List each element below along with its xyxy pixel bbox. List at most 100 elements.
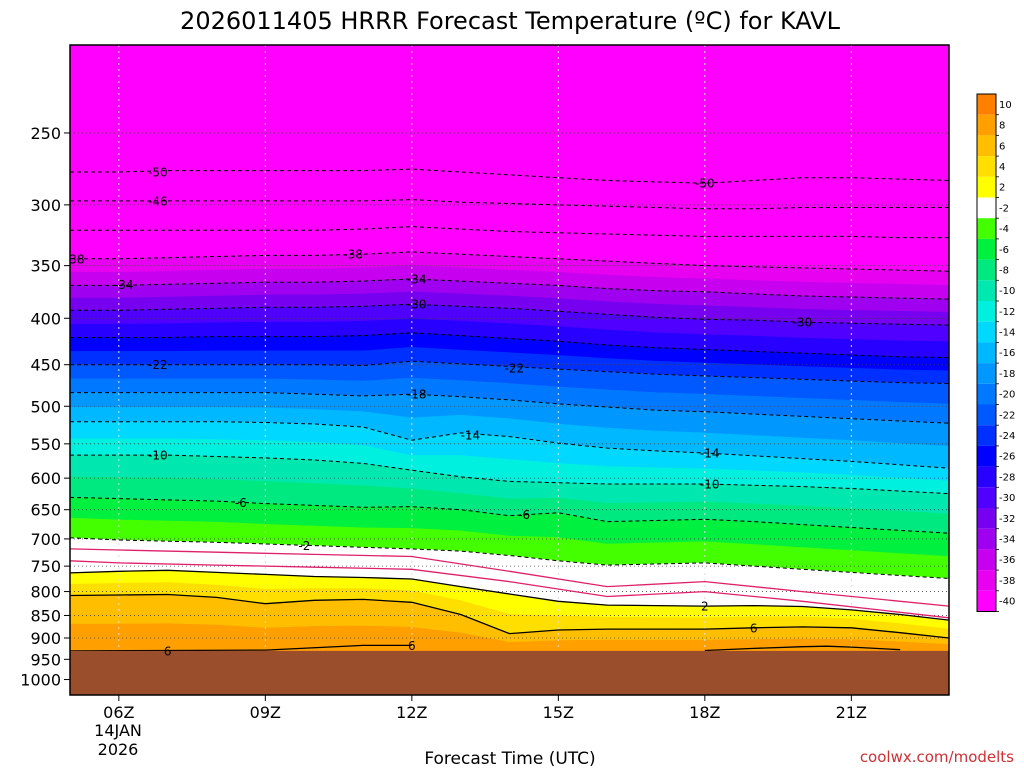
y-tick-label: 950 [30, 650, 61, 669]
isotherm-label-text: 2 [701, 600, 709, 614]
isotherm-line-positive [70, 644, 412, 652]
isotherm-label: -34 [407, 272, 427, 286]
colorbar-swatch [977, 342, 996, 364]
isotherm-label: -22 [505, 362, 525, 376]
colorbar-swatch [977, 466, 996, 488]
colorbar-swatch [977, 549, 996, 571]
y-tick-label: 350 [30, 257, 61, 276]
colorbar-swatch [977, 114, 996, 136]
colorbar-swatch [977, 383, 996, 405]
colorbar-swatch [977, 238, 996, 260]
y-tick-label: 800 [30, 583, 61, 602]
isotherm-label: -14 [700, 447, 720, 461]
x-tick-label: 18Z [689, 703, 720, 722]
colorbar-swatch [977, 218, 996, 239]
isotherm-label: -34 [114, 278, 134, 292]
plot-area: -50-50-46-38 -38-34 -34-30-30-22 -22-18-14-… [70, 45, 949, 695]
isotherm-label: -2 [298, 539, 310, 553]
colorbar-swatch [977, 363, 996, 384]
colorbar-swatch [977, 570, 996, 591]
y-tick-label: 700 [30, 530, 61, 549]
isotherm-label: -18 [407, 388, 427, 402]
isotherm-line-positive [70, 569, 949, 621]
isotherm-labels: -50-50-46-38 -38-34 -34-30-30-22 -22-18-14-… [70, 166, 813, 659]
isotherm-label: -6 [518, 508, 530, 522]
colorbar-swatch [977, 445, 996, 467]
colorbar-swatch [977, 135, 996, 157]
isotherm-label-text: -6 [235, 496, 247, 510]
x-tick-label: 15Z [543, 703, 574, 722]
isotherm-label: -46 [148, 194, 168, 208]
isotherm-label: -50 [148, 166, 168, 180]
colorbar-label: -18 [999, 369, 1015, 380]
x-tick-label: 06Z [103, 703, 134, 722]
colorbar-label: -30 [999, 493, 1015, 504]
isotherm-label: -38 [70, 252, 85, 266]
colorbar-label: -36 [999, 555, 1015, 566]
y-tick-label: 450 [30, 356, 61, 375]
colorbar-swatch [977, 508, 996, 529]
isotherm-label-text: -30 [793, 316, 813, 330]
isotherm-lines [70, 168, 949, 652]
isotherm-label-text: -22 [148, 358, 168, 372]
colorbar-frame [976, 93, 997, 612]
colorbar-label: 6 [999, 141, 1005, 152]
isotherm-label-text: -50 [148, 166, 168, 180]
colorbar-label: -16 [999, 348, 1015, 359]
isotherm-label: 6 [408, 639, 416, 653]
colorbar-label: 2 [999, 183, 1005, 194]
colorbar-legend: 10 8 6 4 2 -2 -4 -6 -8 -10 -12 -14 -16 -18 -20 -22 -24 -2… [976, 93, 1015, 612]
colorbar-label: 4 [999, 162, 1005, 173]
credit-link[interactable]: coolwx.com/modelts [860, 748, 1014, 766]
y-tick-label: 600 [30, 469, 61, 488]
colorbar-label: -28 [999, 472, 1015, 483]
y-axis: 250 300 350 400 450 500 550 600 650 700 750 800 850 9… [20, 124, 70, 690]
colorbar-swatch [977, 301, 996, 322]
y-tick-label: 900 [30, 629, 61, 648]
colorbar-swatch [977, 259, 996, 281]
colorbar-label: -32 [999, 514, 1015, 525]
isotherm-label: -30 [407, 298, 427, 312]
colorbar-label: -22 [999, 410, 1015, 421]
colorbar-swatch [977, 528, 996, 550]
colorbar-label: -38 [999, 576, 1015, 587]
isotherm-label: -14 [461, 429, 481, 443]
isotherm-label-text: 6 [408, 639, 416, 653]
colorbar-label: -24 [999, 431, 1015, 442]
isotherm-label-text: -34 [407, 272, 427, 286]
isotherm-label: -6 [235, 496, 247, 510]
colorbar-label: -6 [999, 245, 1009, 256]
colorbar-swatch [977, 590, 996, 612]
isotherm-line-positive [704, 645, 901, 652]
y-tick-label: 250 [30, 124, 61, 143]
colorbar-label: -20 [999, 390, 1015, 401]
colorbar-label: -14 [999, 328, 1015, 339]
zero-isotherm-line [70, 560, 949, 619]
colorbar-swatch [977, 176, 996, 198]
y-tick-label: 400 [30, 309, 61, 328]
isotherm-label: -10 [700, 478, 720, 492]
colorbar-swatch [977, 280, 996, 301]
y-tick-label: 500 [30, 397, 61, 416]
isotherm-label-text: -10 [700, 478, 720, 492]
isotherm-label-text: 6 [164, 644, 172, 658]
isotherm-label: -22 [148, 358, 168, 372]
plot-frame [69, 44, 950, 696]
isotherm-label-text: -30 [407, 298, 427, 312]
isotherm-label-text: -2 [298, 539, 310, 553]
isotherm-label-text: -14 [461, 429, 481, 443]
colorbar-label: -12 [999, 307, 1015, 318]
isotherm-label-text: -46 [148, 194, 168, 208]
isotherm-label: -50 [695, 177, 715, 191]
isotherm-label-text: -14 [700, 447, 720, 461]
isotherm-label-text: -50 [695, 177, 715, 191]
x-tick-label: 09Z [250, 703, 281, 722]
colorbar-label: -40 [999, 597, 1015, 608]
isotherm-label: 2 [701, 600, 709, 614]
x-axis: 06Z 09Z 12Z 15Z 18Z 21Z [103, 695, 867, 722]
colorbar-label: -34 [999, 535, 1015, 546]
colorbar-label: -10 [999, 286, 1015, 297]
colorbar-label: 8 [999, 121, 1005, 132]
colorbar-label: -26 [999, 452, 1015, 463]
